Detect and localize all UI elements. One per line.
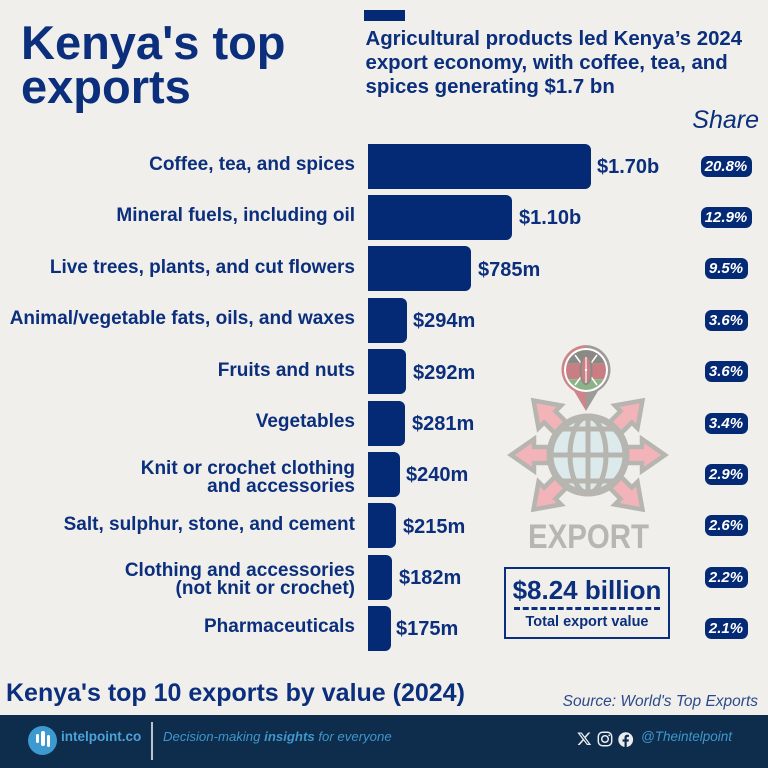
svg-text:EXPORT: EXPORT xyxy=(528,518,649,556)
